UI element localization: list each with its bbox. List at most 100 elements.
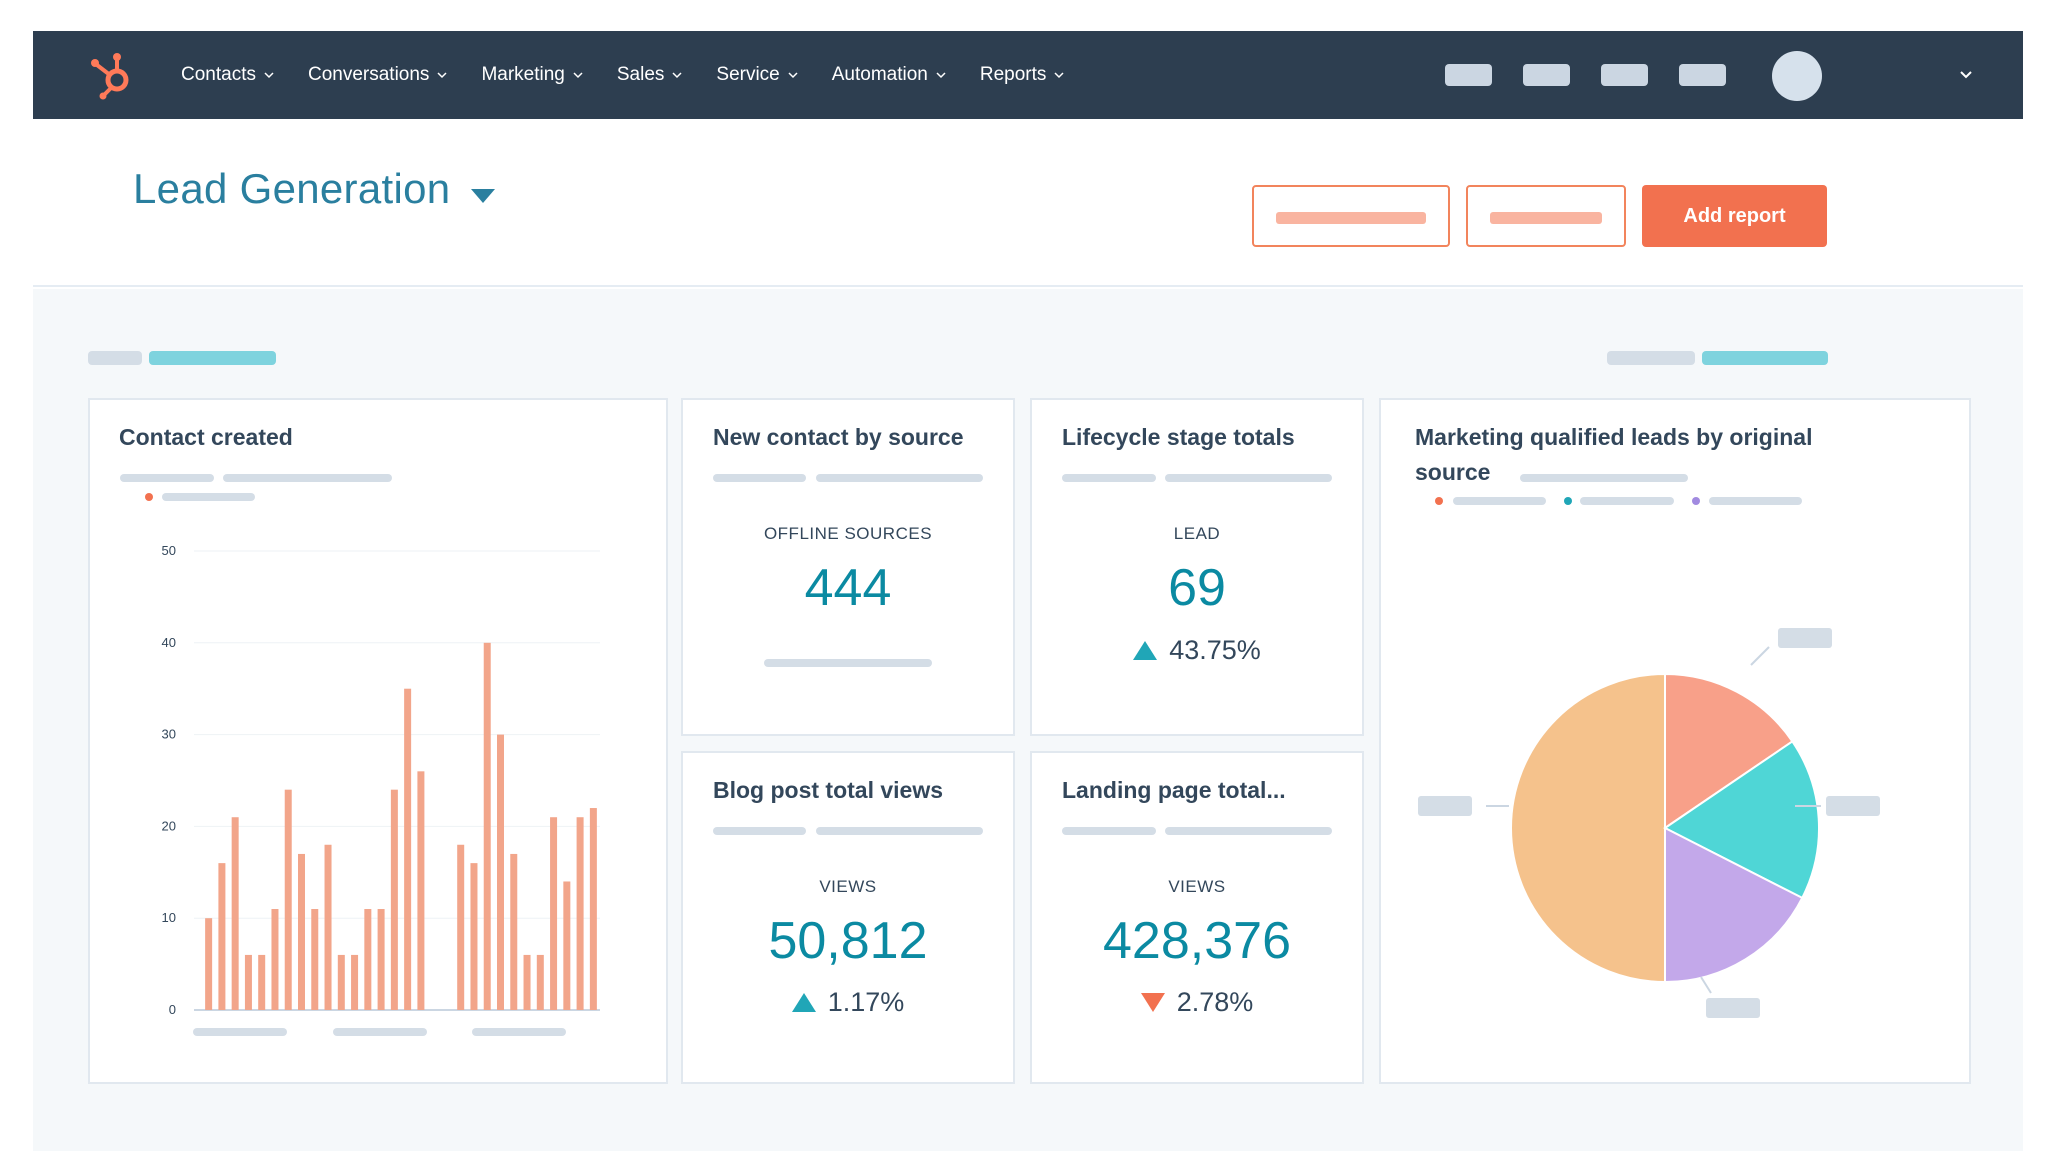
chart-bar [351,954,359,1010]
chart-bar [311,909,319,1010]
card-title: New contact by source [713,424,964,450]
report-card-lifecycle-stage-totals[interactable]: Lifecycle stage totals LEAD 69 43.75% [1030,398,1364,736]
subtitle-placeholder [1165,827,1332,835]
chart-bar [470,863,478,1010]
filter-placeholder[interactable] [1607,351,1695,365]
chart-bar [271,909,279,1010]
subtitle-placeholder [713,474,806,482]
chart-bar [298,853,305,1010]
chart-bar [218,863,226,1010]
legend-label-placeholder [1453,497,1546,505]
kpi-value: 428,376 [1103,912,1291,970]
slice-label-placeholder [1418,796,1472,816]
subtitle-placeholder [1520,474,1688,482]
chart-bar [231,817,239,1010]
kpi-change: 1.17% [683,987,1013,1018]
chevron-down-icon [573,72,583,79]
kpi-label: LEAD [1173,524,1221,543]
y-tick-label: 40 [162,635,176,650]
dashboard-action-button[interactable] [1466,185,1626,247]
kpi-change: 2.78% [1032,987,1362,1018]
subtitle-placeholder [816,474,983,482]
kpi-change-value: 2.78% [1176,987,1254,1017]
slice-label-placeholder [1706,998,1760,1018]
nav-utility-button[interactable] [1523,64,1570,86]
legend-swatch [1564,497,1572,505]
x-axis-label-placeholder [193,1028,287,1036]
nav-item-label: Conversations [307,64,430,85]
hubspot-sprocket-icon[interactable] [85,47,141,103]
report-card-blog-post-views[interactable]: Blog post total views VIEWS 50,812 1.17% [681,751,1015,1084]
chart-bar [497,734,504,1010]
chevron-down-icon [264,72,274,79]
chevron-down-icon [672,72,682,79]
chart-bar [404,688,412,1010]
trend-up-icon [1133,641,1158,660]
filter-placeholder[interactable] [88,351,142,365]
kpi-label: OFFLINE SOURCES [763,524,933,543]
chart-bar [563,881,571,1010]
add-report-button[interactable]: Add report [1642,185,1827,247]
kpi-value: 50,812 [768,912,928,970]
report-card-landing-page-total[interactable]: Landing page total... VIEWS 428,376 2.78… [1030,751,1364,1084]
card-title: Contact created [119,424,293,450]
y-tick-label: 20 [162,818,176,833]
chart-bar [550,817,558,1010]
nav-utility-button[interactable] [1445,64,1492,86]
filter-placeholder[interactable] [149,351,276,365]
x-axis-label-placeholder [472,1028,566,1036]
chevron-down-icon [437,72,447,79]
y-tick-label: 50 [162,543,176,558]
pie-slice [1663,740,1820,900]
caret-down-icon[interactable] [471,189,495,203]
app-window: Contacts Conversations Marketing Sales S… [33,31,2023,1151]
card-title: Landing page total... [1062,777,1286,803]
subtitle-placeholder [1062,474,1156,482]
nav-item-contacts[interactable]: Contacts [181,64,274,86]
kpi-value: 69 [1168,559,1226,617]
chart-bar [523,954,531,1010]
nav-item-automation[interactable]: Automation [832,64,946,86]
nav-item-label: Marketing [481,64,565,85]
report-card-contact-created[interactable]: Contact created 0 10 20 30 40 50 [88,398,668,1084]
subtitle-placeholder [1062,827,1156,835]
y-tick-label: 10 [162,910,176,925]
nav-utility-button[interactable] [1679,64,1726,86]
callout-line [1750,646,1770,666]
nav-item-service[interactable]: Service [716,64,798,86]
nav-item-conversations[interactable]: Conversations [308,64,447,86]
kpi-footer-placeholder [764,659,932,667]
legend-label-placeholder [1580,497,1674,505]
chevron-down-icon [936,72,946,79]
chart-bar [337,954,345,1010]
kpi-value: 444 [804,559,892,617]
nav-item-label: Contacts [181,64,256,85]
report-card-new-contact-by-source[interactable]: New contact by source OFFLINE SOURCES 44… [681,398,1015,736]
callout-line [1700,976,1712,994]
nav-item-sales[interactable]: Sales [617,64,683,86]
y-tick-label: 30 [162,727,176,742]
legend-swatch [1692,497,1700,505]
nav-item-label: Service [716,64,780,85]
dashboard-action-button[interactable] [1252,185,1450,247]
subtitle-placeholder [120,474,214,482]
chart-bar [576,817,584,1010]
nav-item-marketing[interactable]: Marketing [481,64,583,86]
chart-bar [390,789,398,1010]
account-menu-chevron-icon[interactable] [1959,69,1973,81]
nav-utility-button[interactable] [1601,64,1648,86]
nav-item-reports[interactable]: Reports [980,64,1065,86]
pie-slice [1664,672,1794,830]
chart-bar [244,954,252,1010]
dashboard-title[interactable]: Lead Generation [133,165,451,212]
card-title: Marketing qualified leads by original [1415,424,1813,450]
nav-item-label: Automation [831,64,928,85]
kpi-label: VIEWS [1168,877,1226,896]
chart-bar [377,909,385,1010]
button-label-placeholder [1490,212,1602,224]
avatar[interactable] [1772,51,1822,101]
filter-placeholder[interactable] [1702,351,1828,365]
report-card-mql-by-source[interactable]: Marketing qualified leads by original so… [1379,398,1971,1084]
legend-swatch [1435,497,1443,505]
dashboard-body: Contact created 0 10 20 30 40 50 New contact … [33,289,2023,1151]
